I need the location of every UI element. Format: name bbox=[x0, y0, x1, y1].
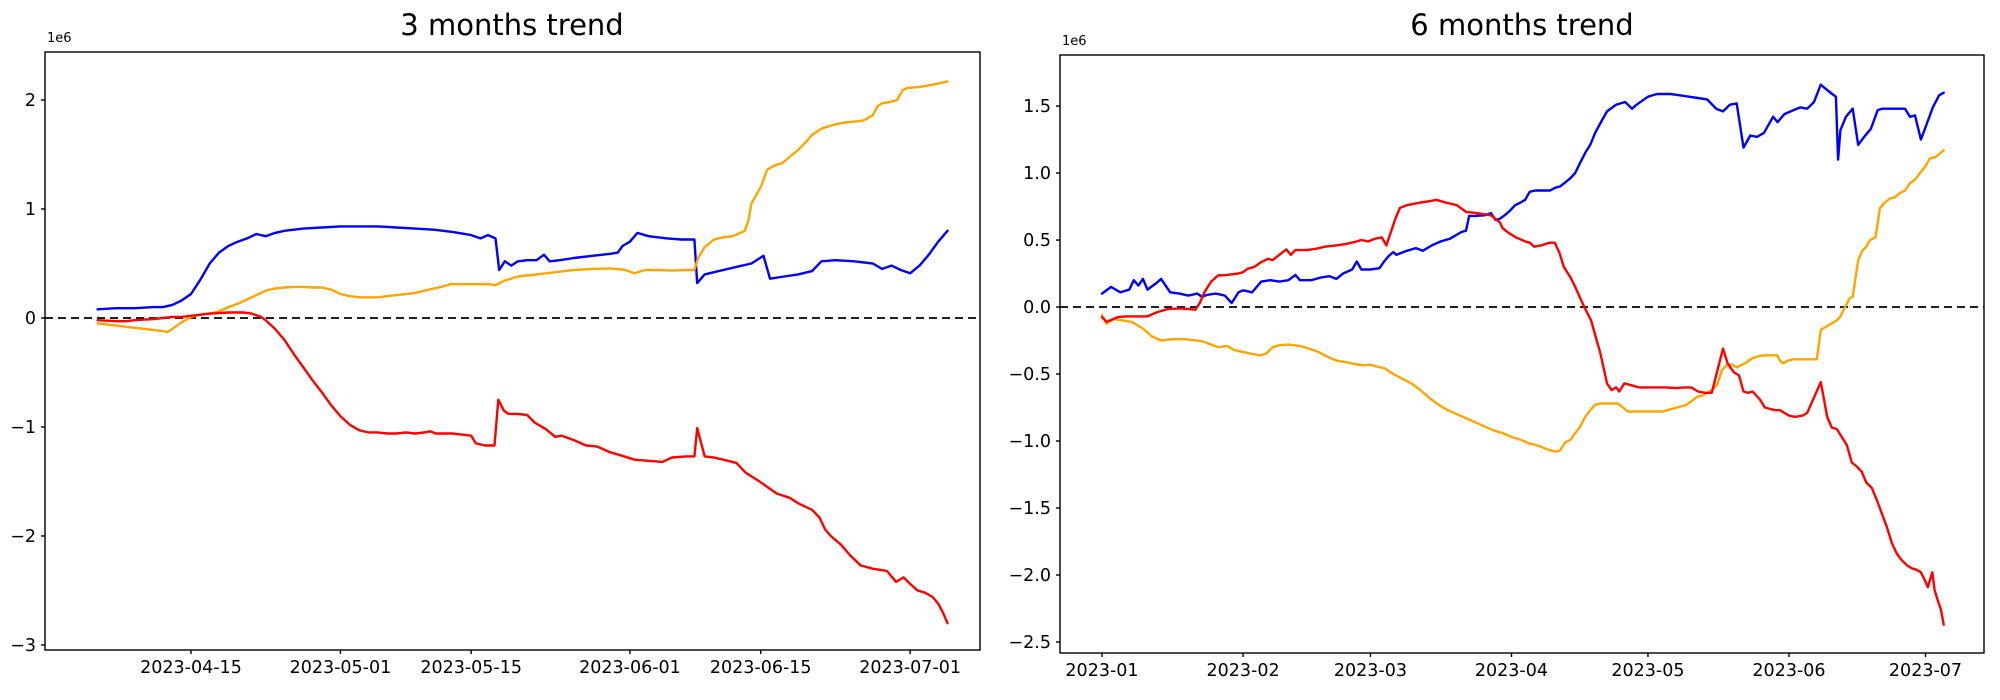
y-tick-label: 0.5 bbox=[1023, 231, 1051, 251]
y-tick-label: 0 bbox=[25, 309, 36, 329]
y-tick-label: 0.0 bbox=[1023, 298, 1051, 318]
y-tick-label: −1 bbox=[10, 418, 36, 438]
chart-title-6-months: 6 months trend bbox=[1410, 8, 1634, 42]
series-line-red bbox=[1100, 198, 1945, 626]
x-tick-label: 2023-07 bbox=[1889, 661, 1962, 681]
y-tick-label: 1 bbox=[25, 200, 36, 220]
x-tick-label: 2023-05-01 bbox=[290, 658, 392, 678]
x-tick-label: 2023-06 bbox=[1752, 661, 1825, 681]
series-line-blue bbox=[96, 225, 949, 311]
x-tick-label: 2023-04 bbox=[1475, 661, 1548, 681]
series-line-orange bbox=[1100, 149, 1945, 453]
y-tick-label: −1.5 bbox=[1009, 499, 1052, 519]
axes-border bbox=[1059, 54, 1985, 654]
x-tick-label: 2023-01 bbox=[1065, 661, 1138, 681]
y-tick-label: −2 bbox=[10, 527, 36, 547]
y-tick-label: −0.5 bbox=[1009, 365, 1052, 385]
y-tick-label: 1.5 bbox=[1023, 97, 1051, 117]
y-tick-label: −2.0 bbox=[1009, 566, 1052, 586]
axes-border bbox=[44, 51, 981, 651]
y-tick-label: 2 bbox=[25, 91, 36, 111]
x-tick-label: 2023-05-15 bbox=[420, 658, 522, 678]
x-tick-label: 2023-06-15 bbox=[710, 658, 812, 678]
x-tick-label: 2023-04-15 bbox=[140, 658, 242, 678]
x-tick-label: 2023-03 bbox=[1334, 661, 1407, 681]
y-tick-label: 1.0 bbox=[1023, 164, 1051, 184]
x-tick-label: 2023-02 bbox=[1206, 661, 1279, 681]
chart-title-3-months: 3 months trend bbox=[400, 8, 624, 42]
series-line-red bbox=[96, 311, 949, 625]
series-line-blue bbox=[1100, 83, 1945, 305]
x-tick-label: 2023-07-01 bbox=[859, 658, 961, 678]
x-tick-label: 2023-06-01 bbox=[579, 658, 681, 678]
x-tick-label: 2023-05 bbox=[1611, 661, 1684, 681]
y-axis-offset-label-right: 1e6 bbox=[1062, 34, 1087, 49]
y-tick-label: −2.5 bbox=[1009, 633, 1052, 653]
y-tick-label: −1.0 bbox=[1009, 432, 1052, 452]
series-line-orange bbox=[96, 80, 949, 334]
y-tick-label: −3 bbox=[10, 636, 36, 656]
y-axis-offset-label-left: 1e6 bbox=[47, 31, 72, 46]
